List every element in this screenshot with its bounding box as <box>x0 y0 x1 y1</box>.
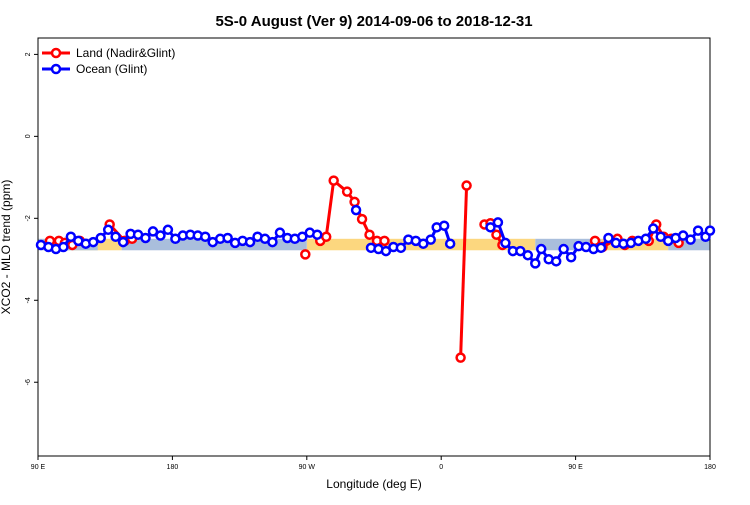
series-1-point-46 <box>418 238 429 249</box>
series-1-point-81 <box>704 225 716 236</box>
series-0-point-15 <box>364 229 375 240</box>
y-tick-label-3: -4 <box>25 297 32 303</box>
series-1-point-62 <box>565 251 577 263</box>
legend-land-marker <box>50 47 62 59</box>
x-tick-label-4: 90 E <box>568 464 583 471</box>
series-1-point-41 <box>380 245 392 257</box>
y-tick-label-0: 2 <box>25 52 32 56</box>
series-1-point-49 <box>438 220 450 231</box>
x-tick-label-2: 90 W <box>299 464 316 471</box>
series-1-point-11 <box>117 236 129 248</box>
x-tick-label-0: 90 E <box>31 464 46 471</box>
legend-ocean-label: Ocean (Glint) <box>76 62 147 76</box>
series-1-point-7 <box>88 236 99 248</box>
series-1-point-57 <box>530 258 541 269</box>
series-1-point-43 <box>395 242 407 254</box>
series-0-point-13 <box>349 196 360 208</box>
series-1-point-78 <box>685 234 696 245</box>
series-1-point-60 <box>550 256 562 267</box>
y-tick-label-2: -2 <box>25 215 32 221</box>
series-1-point-73 <box>648 223 659 234</box>
series-1-point-16 <box>155 230 166 241</box>
axes-layer: 90 E 180 90 W 0 90 E 180 2 0 -2 -4 -6 <box>25 52 716 471</box>
band-1-segment-2 <box>535 238 601 251</box>
series-1-point-77 <box>677 230 689 241</box>
series-0-point-11 <box>328 175 339 186</box>
series-1-point-47 <box>425 234 436 245</box>
legend-ocean-marker <box>50 63 62 75</box>
series-0-point-17 <box>379 235 390 247</box>
y-tick-label-4: -6 <box>25 379 32 385</box>
series-1-point-79 <box>692 225 704 236</box>
series-0-point-22 <box>491 229 502 240</box>
x-tick-label-3: 0 <box>439 464 443 471</box>
series-0-point-10 <box>320 231 332 243</box>
series-1-point-56 <box>522 249 534 261</box>
series-1-point-4 <box>65 231 77 243</box>
series-1-point-14 <box>140 232 151 244</box>
series-1-point-25 <box>222 232 233 244</box>
series-1-point-38 <box>350 204 362 216</box>
series-0-point-14 <box>356 213 368 225</box>
series-0-line-4 <box>459 185 469 358</box>
series-1-point-28 <box>244 236 256 248</box>
series-1-point-53 <box>500 237 511 249</box>
series-1-point-58 <box>536 243 547 255</box>
series-1-point-32 <box>274 227 286 238</box>
chart-title: 5S-0 August (Ver 9) 2014-09-06 to 2018-1… <box>215 13 532 30</box>
series-layer <box>35 175 716 363</box>
series-1-point-72 <box>640 233 652 245</box>
series-1-point-74 <box>655 231 666 243</box>
x-tick-label-1: 180 <box>167 464 179 471</box>
y-tick-label-1: 0 <box>25 134 32 138</box>
series-1-point-37 <box>312 229 323 240</box>
series-1-point-3 <box>58 241 69 253</box>
series-1-point-67 <box>603 232 614 244</box>
series-1-point-15 <box>147 226 159 237</box>
series-0-point-12 <box>341 186 353 197</box>
legend-land-label: Land (Nadir&Glint) <box>76 46 175 60</box>
series-1-point-8 <box>95 232 106 244</box>
series-0 <box>44 175 684 363</box>
x-tick-label-5: 180 <box>704 464 716 471</box>
series-0-point-18 <box>455 352 466 363</box>
series-0-point-8 <box>300 249 311 260</box>
series-1-point-66 <box>595 242 607 254</box>
series-1-point-61 <box>558 243 569 255</box>
x-axis-label: Longitude (deg E) <box>326 477 421 491</box>
series-1-point-35 <box>297 231 308 243</box>
y-axis-label: XCO2 - MLO trend (ppm) <box>0 180 13 315</box>
series-0-point-19 <box>461 180 472 191</box>
series-1-point-10 <box>110 231 121 243</box>
series-1-point-22 <box>200 231 211 243</box>
series-1-point-50 <box>444 238 456 249</box>
series-1-point-51 <box>485 222 496 233</box>
series-1-point-9 <box>102 224 114 236</box>
series-1-point-31 <box>267 236 278 248</box>
series-1 <box>35 204 716 269</box>
series-1-point-55 <box>515 245 526 257</box>
series-1-point-52 <box>492 217 504 228</box>
series-1-point-17 <box>162 224 174 236</box>
legend: Land (Nadir&Glint) Ocean (Glint) <box>42 46 175 76</box>
